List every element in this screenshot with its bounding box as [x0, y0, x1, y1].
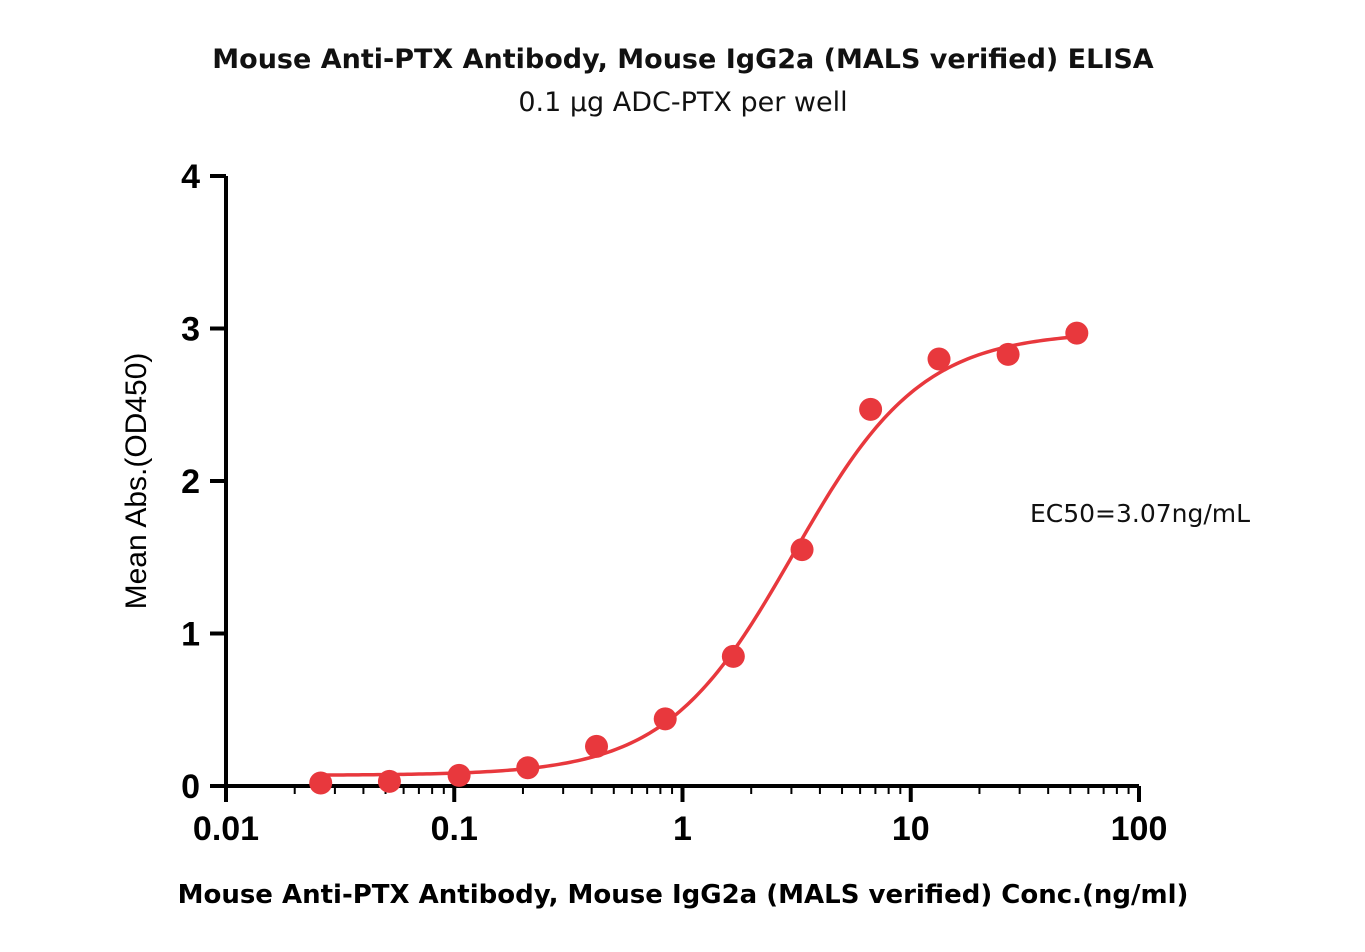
x-tick-label: 100 — [1111, 810, 1168, 848]
data-point — [653, 707, 677, 731]
y-tick-label: 1 — [181, 616, 200, 654]
chart-title: Mouse Anti-PTX Antibody, Mouse IgG2a (MA… — [212, 44, 1154, 75]
data-point — [585, 734, 609, 758]
y-tick-label: 2 — [181, 463, 200, 501]
data-point — [377, 769, 401, 793]
data-point — [859, 397, 883, 421]
axes — [210, 174, 1141, 802]
x-tick-labels: 0.01 0.1 1 10 100 — [193, 810, 1167, 848]
x-tick-label: 0.01 — [193, 810, 259, 848]
x-tick-label: 1 — [673, 810, 692, 848]
x-tick-label: 10 — [892, 810, 930, 848]
ec50-annotation: EC50=3.07ng/mL — [1030, 499, 1250, 528]
fit-curve — [320, 335, 1077, 777]
data-point — [790, 538, 814, 562]
data-points — [309, 321, 1089, 795]
data-point — [927, 347, 951, 371]
data-point — [721, 644, 745, 668]
fit-curve-group — [320, 335, 1077, 777]
chart-subtitle: 0.1 µg ADC-PTX per well — [518, 87, 847, 118]
data-point — [309, 771, 333, 795]
data-point — [1065, 321, 1089, 345]
data-point — [447, 763, 471, 787]
y-tick-label: 4 — [181, 158, 200, 196]
data-point — [516, 756, 540, 780]
data-point — [996, 342, 1020, 366]
y-tick-label: 0 — [181, 768, 200, 806]
y-tick-labels: 0 1 2 3 4 — [181, 158, 200, 806]
y-tick-label: 3 — [181, 311, 200, 349]
x-axis-title: Mouse Anti-PTX Antibody, Mouse IgG2a (MA… — [178, 880, 1189, 910]
x-tick-label: 0.1 — [431, 810, 478, 848]
y-axis-title: Mean Abs.(OD450) — [120, 353, 153, 610]
